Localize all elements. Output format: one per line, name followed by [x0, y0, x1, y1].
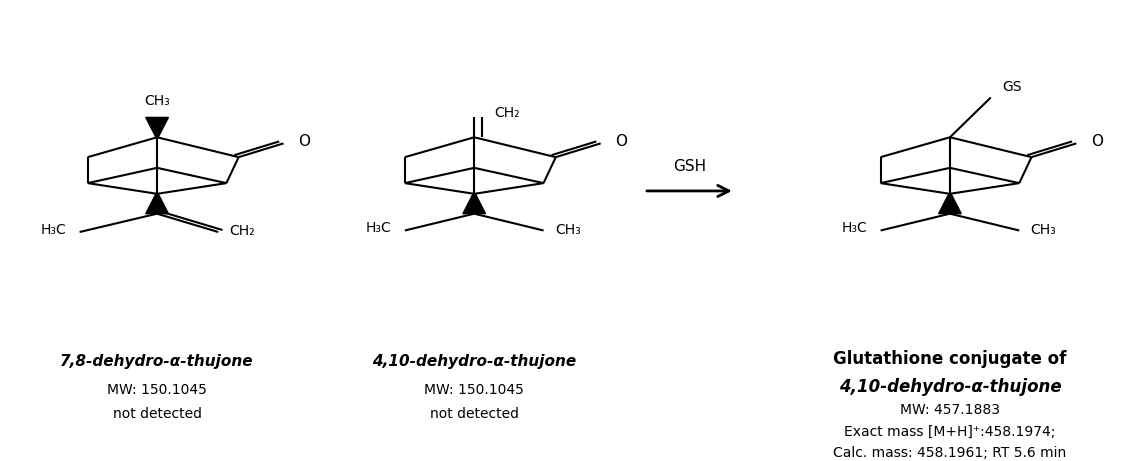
Text: O: O [298, 134, 310, 149]
Text: MW: 150.1045: MW: 150.1045 [424, 383, 524, 397]
Text: CH₂: CH₂ [494, 106, 520, 120]
Text: GS: GS [1002, 80, 1021, 94]
Text: not detected: not detected [113, 408, 202, 421]
Text: 4,10-dehydro-α-thujone: 4,10-dehydro-α-thujone [839, 378, 1061, 396]
Text: 7,8-dehydro-α-thujone: 7,8-dehydro-α-thujone [60, 355, 254, 369]
Text: MW: 457.1883: MW: 457.1883 [900, 403, 1000, 417]
Text: H₃C: H₃C [841, 221, 867, 236]
Polygon shape [939, 194, 961, 214]
Text: MW: 150.1045: MW: 150.1045 [107, 383, 207, 397]
Text: Calc. mass: 458.1961; RT 5.6 min: Calc. mass: 458.1961; RT 5.6 min [833, 446, 1067, 460]
Text: CH₃: CH₃ [555, 223, 581, 236]
Text: H₃C: H₃C [40, 223, 66, 237]
Text: O: O [1091, 134, 1103, 149]
Polygon shape [146, 118, 169, 137]
Text: CH₃: CH₃ [1030, 223, 1057, 236]
Polygon shape [463, 194, 486, 214]
Text: Glutathione conjugate of: Glutathione conjugate of [833, 350, 1067, 368]
Text: CH₂: CH₂ [229, 224, 256, 238]
Text: not detected: not detected [430, 408, 519, 421]
Text: 4,10-dehydro-α-thujone: 4,10-dehydro-α-thujone [372, 355, 576, 369]
Text: O: O [615, 134, 628, 149]
Text: Exact mass [M+H]⁺:458.1974;: Exact mass [M+H]⁺:458.1974; [844, 425, 1055, 438]
Polygon shape [146, 194, 169, 214]
Text: H₃C: H₃C [365, 221, 391, 236]
Text: GSH: GSH [673, 159, 706, 174]
Text: CH₃: CH₃ [144, 94, 170, 108]
